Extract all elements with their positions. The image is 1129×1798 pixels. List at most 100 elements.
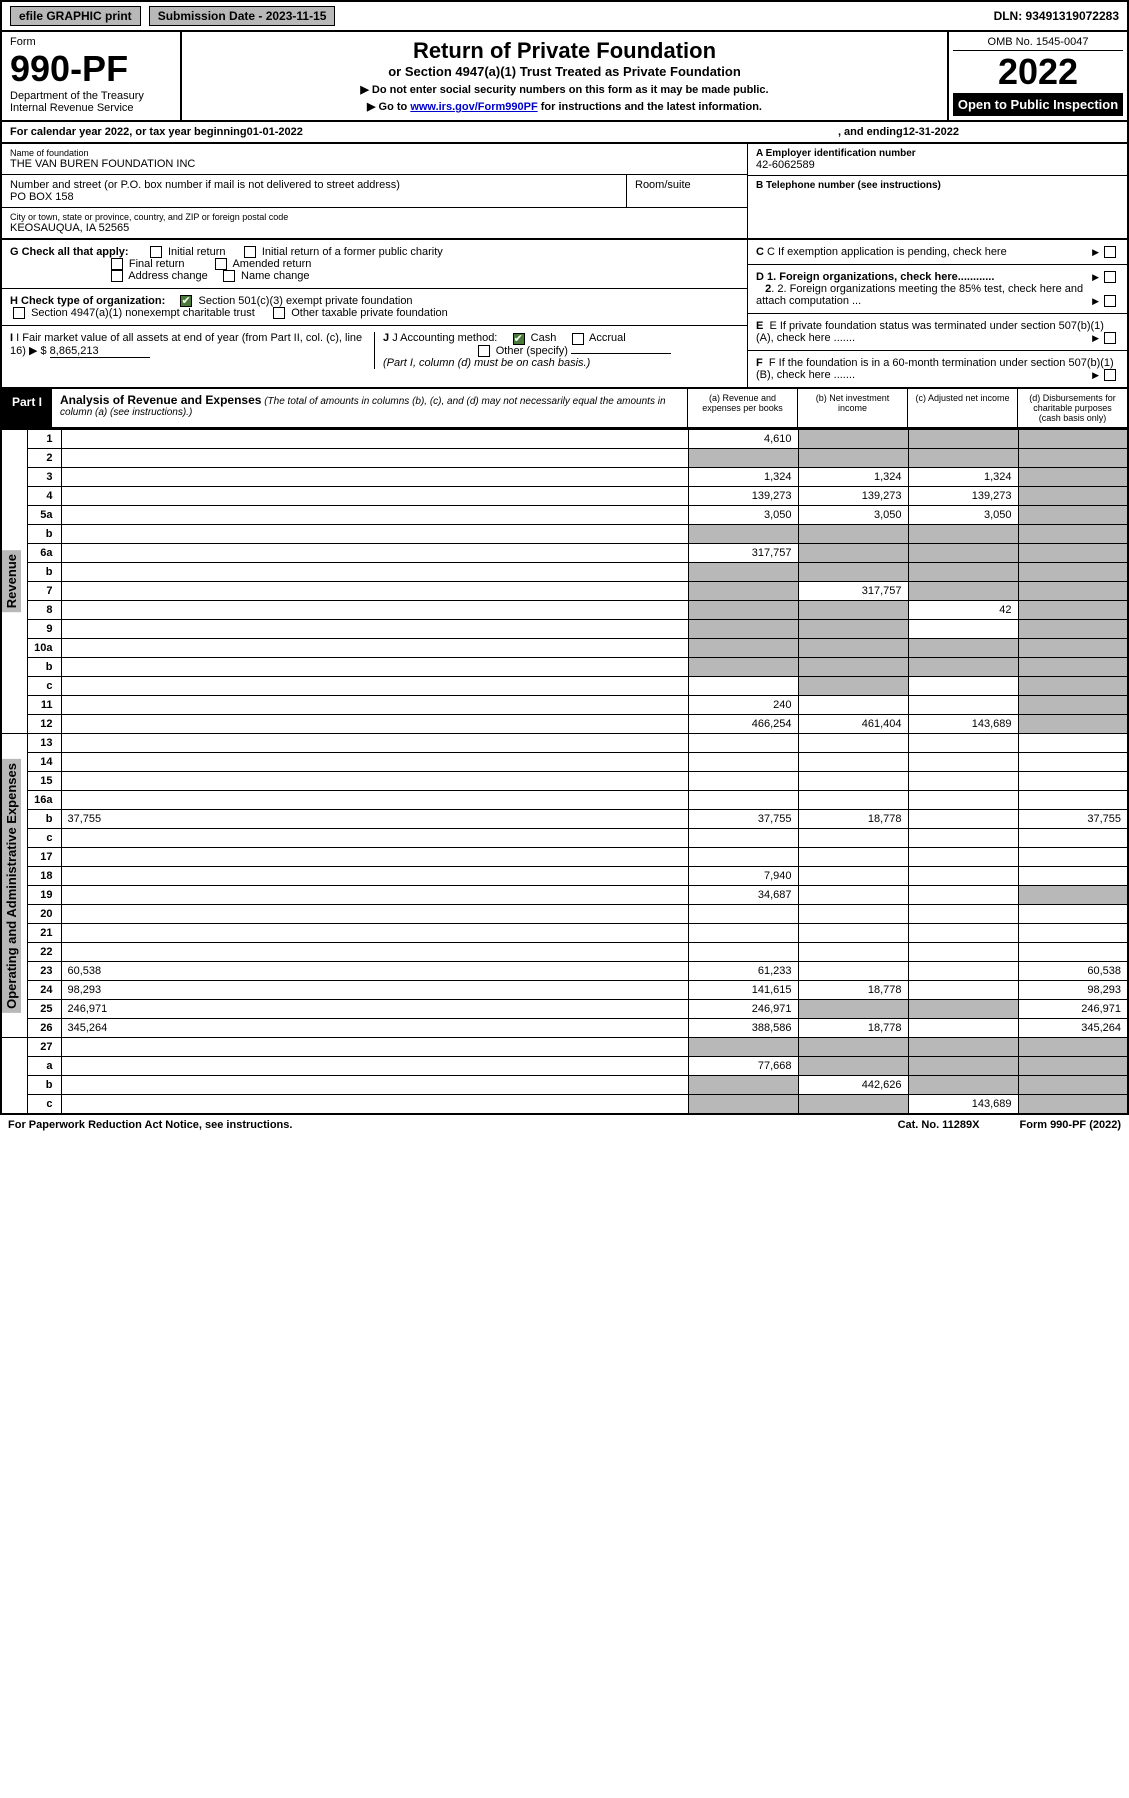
table-row: 2498,293141,61518,77898,293: [1, 981, 1128, 1000]
amount-col-d: [1018, 677, 1128, 696]
amount-col-b: [798, 829, 908, 848]
amount-col-a: [688, 753, 798, 772]
row-g: G Check all that apply: Initial return I…: [2, 240, 747, 289]
line-number: a: [27, 1057, 61, 1076]
efile-print-button[interactable]: efile GRAPHIC print: [10, 6, 141, 26]
amount-col-b: 3,050: [798, 506, 908, 525]
form-header: Form 990-PF Department of the Treasury I…: [0, 32, 1129, 122]
cb-60month[interactable]: [1104, 369, 1116, 381]
note2-pre: ▶ Go to: [367, 101, 410, 113]
line-description: [61, 848, 688, 867]
line-description: [61, 582, 688, 601]
line-description: [61, 639, 688, 658]
amount-col-b: [798, 1057, 908, 1076]
g-opt-4: Address change: [128, 270, 208, 282]
cb-initial-return[interactable]: [150, 246, 162, 258]
amount-col-c: [908, 848, 1018, 867]
addr-label: Number and street (or P.O. box number if…: [10, 179, 618, 191]
amount-col-d: [1018, 1076, 1128, 1095]
line-number: 24: [27, 981, 61, 1000]
city-value: KEOSAUQUA, IA 52565: [10, 222, 739, 234]
amount-col-b: [798, 943, 908, 962]
cb-4947a1[interactable]: [13, 307, 25, 319]
cb-other-taxable[interactable]: [273, 307, 285, 319]
d2-label: 2. Foreign organizations meeting the 85%…: [756, 283, 1083, 307]
cb-amended-return[interactable]: [215, 258, 227, 270]
line-number: 7: [27, 582, 61, 601]
amount-col-d: 98,293: [1018, 981, 1128, 1000]
table-row: 22: [1, 943, 1128, 962]
amount-col-c: [908, 449, 1018, 468]
line-number: 12: [27, 715, 61, 734]
amount-col-c: 3,050: [908, 506, 1018, 525]
line-description: [61, 544, 688, 563]
foundation-name: THE VAN BUREN FOUNDATION INC: [10, 158, 739, 170]
cb-501c3[interactable]: [180, 295, 192, 307]
form-number: 990-PF: [10, 48, 172, 90]
amount-col-c: [908, 1076, 1018, 1095]
j-opt-1: Accrual: [589, 332, 626, 344]
amount-col-b: [798, 905, 908, 924]
amount-col-a: [688, 848, 798, 867]
line-description: 60,538: [61, 962, 688, 981]
cb-cash[interactable]: [513, 333, 525, 345]
cb-initial-return-former[interactable]: [244, 246, 256, 258]
room-label: Room/suite: [635, 179, 739, 191]
line-description: [61, 1057, 688, 1076]
cb-exemption-pending[interactable]: [1104, 246, 1116, 258]
line-description: 345,264: [61, 1019, 688, 1038]
amount-col-c: [908, 905, 1018, 924]
line-number: 10a: [27, 639, 61, 658]
amount-col-d: [1018, 1095, 1128, 1115]
amount-col-d: [1018, 905, 1128, 924]
amount-col-b: [798, 848, 908, 867]
h-label: H Check type of organization:: [10, 295, 165, 307]
g-opt-1: Initial return of a former public charit…: [262, 246, 443, 258]
cb-foreign-org[interactable]: [1104, 271, 1116, 283]
amount-col-b: [798, 620, 908, 639]
amount-col-b: 317,757: [798, 582, 908, 601]
form-title: Return of Private Foundation: [198, 38, 931, 64]
form990pf-link[interactable]: www.irs.gov/Form990PF: [410, 101, 537, 113]
table-row: 21: [1, 924, 1128, 943]
line-description: [61, 753, 688, 772]
table-row: 31,3241,3241,324: [1, 468, 1128, 487]
cb-foreign-85[interactable]: [1104, 295, 1116, 307]
cb-other-specify[interactable]: [478, 345, 490, 357]
j-opt-2: Other (specify): [496, 345, 568, 357]
j-opt-0: Cash: [531, 332, 557, 344]
line-description: [61, 620, 688, 639]
cb-accrual[interactable]: [572, 333, 584, 345]
amount-col-d: 60,538: [1018, 962, 1128, 981]
amount-col-c: [908, 981, 1018, 1000]
amount-col-c: [908, 924, 1018, 943]
cb-name-change[interactable]: [223, 270, 235, 282]
amount-col-b: [798, 639, 908, 658]
cb-status-terminated[interactable]: [1104, 332, 1116, 344]
amount-col-d: [1018, 734, 1128, 753]
amount-col-d: [1018, 829, 1128, 848]
amount-col-b: [798, 886, 908, 905]
calyear-pre: For calendar year 2022, or tax year begi…: [10, 126, 247, 138]
amount-col-c: [908, 962, 1018, 981]
line-description: [61, 487, 688, 506]
cb-address-change[interactable]: [111, 270, 123, 282]
f-label: F If the foundation is in a 60-month ter…: [756, 357, 1114, 381]
amount-col-a: 388,586: [688, 1019, 798, 1038]
amount-col-c: [908, 582, 1018, 601]
amount-col-b: [798, 1000, 908, 1019]
h-opt-0: Section 501(c)(3) exempt private foundat…: [199, 295, 413, 307]
cb-final-return[interactable]: [111, 258, 123, 270]
amount-col-a: 7,940: [688, 867, 798, 886]
amount-col-b: [798, 734, 908, 753]
foundation-name-row: Name of foundation THE VAN BUREN FOUNDAT…: [2, 144, 747, 175]
amount-col-d: [1018, 544, 1128, 563]
table-row: 27: [1, 1038, 1128, 1057]
phone-label: B Telephone number (see instructions): [756, 180, 1119, 191]
table-row: 26345,264388,58618,778345,264: [1, 1019, 1128, 1038]
amount-col-a: 240: [688, 696, 798, 715]
amount-col-b: [798, 924, 908, 943]
table-row: b37,75537,75518,77837,755: [1, 810, 1128, 829]
amount-col-d: [1018, 658, 1128, 677]
amount-col-c: 139,273: [908, 487, 1018, 506]
